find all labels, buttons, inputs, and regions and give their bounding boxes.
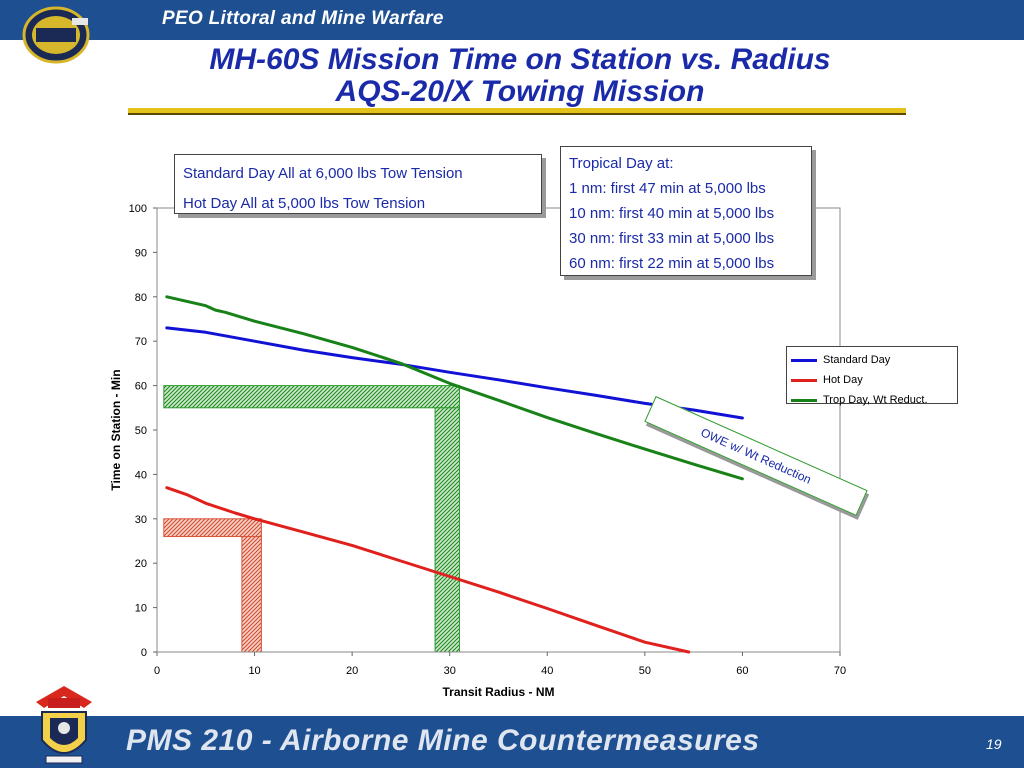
- note-box-tow-tension: Standard Day All at 6,000 lbs Tow Tensio…: [174, 154, 542, 214]
- legend-item-hot-day: Hot Day: [791, 370, 953, 390]
- y-tick-label: 0: [141, 647, 147, 659]
- note-tropical-heading: Tropical Day at:: [569, 155, 674, 172]
- y-axis-label: Time on Station - Min: [109, 369, 123, 490]
- hatched-region: [434, 407, 460, 653]
- x-tick-label: 10: [248, 665, 260, 677]
- y-tick-label: 30: [135, 514, 147, 526]
- y-tick-label: 10: [135, 603, 147, 615]
- x-tick-label: 0: [154, 665, 160, 677]
- x-tick-label: 70: [834, 665, 846, 677]
- note-box-tropical-day: Tropical Day at: 1 nm: first 47 min at 5…: [560, 146, 812, 276]
- chart: 0 10 20 30 40 50 60 70 80 90 100 0 10 20 30 40 50 60 70 Tr…: [109, 203, 846, 699]
- x-axis-label: Transit Radius - NM: [442, 685, 554, 699]
- chart-legend: Standard Day Hot Day Trop Day, Wt Reduct…: [786, 346, 958, 406]
- program-title: PMS 210 - Airborne Mine Countermeasures: [126, 724, 760, 757]
- x-tick-label: 60: [736, 665, 748, 677]
- y-tick-label: 100: [129, 203, 147, 215]
- hatched-region: [241, 536, 262, 653]
- legend-swatch: [791, 378, 817, 382]
- amcm-logo: [36, 686, 92, 764]
- legend-swatch: [791, 398, 817, 402]
- note-tropical-10nm: 10 nm: first 40 min at 5,000 lbs: [569, 205, 775, 222]
- series-line: [165, 295, 744, 481]
- title-underline: [128, 108, 906, 115]
- y-tick-label: 50: [135, 425, 147, 437]
- legend-label: Standard Day: [823, 354, 891, 366]
- legend-label: Trop Day, Wt Reduct.: [823, 394, 928, 406]
- series-line: [165, 326, 744, 420]
- note-standard-day: Standard Day All at 6,000 lbs Tow Tensio…: [183, 165, 463, 182]
- y-tick-label: 90: [135, 247, 147, 259]
- note-hot-day: Hot Day All at 5,000 lbs Tow Tension: [183, 195, 426, 212]
- series-line: [165, 486, 691, 654]
- bottom-banner: [0, 716, 1024, 768]
- x-tick-label: 20: [346, 665, 358, 677]
- page-title: MH-60S Mission Time on Station vs. Radiu…: [100, 44, 940, 108]
- top-banner: [0, 0, 1024, 40]
- hatched-region: [163, 385, 460, 409]
- y-tick-label: 20: [135, 558, 147, 570]
- note-tropical-1nm: 1 nm: first 47 min at 5,000 lbs: [569, 180, 766, 197]
- org-name: PEO Littoral and Mine Warfare: [162, 8, 444, 29]
- y-tick-label: 80: [135, 292, 147, 304]
- y-tick-label: 40: [135, 469, 147, 481]
- x-tick-label: 40: [541, 665, 553, 677]
- note-tropical-60nm: 60 nm: first 22 min at 5,000 lbs: [569, 255, 775, 272]
- y-tick-label: 70: [135, 336, 147, 348]
- y-tick-label: 60: [135, 381, 147, 393]
- legend-item-trop-day: Trop Day, Wt Reduct.: [791, 390, 953, 410]
- x-tick-label: 30: [444, 665, 456, 677]
- hatched-region: [163, 518, 262, 538]
- title-line-1: MH-60S Mission Time on Station vs. Radiu…: [209, 43, 831, 76]
- legend-label: Hot Day: [823, 374, 863, 386]
- note-tropical-30nm: 30 nm: first 33 min at 5,000 lbs: [569, 230, 775, 247]
- x-tick-label: 50: [639, 665, 651, 677]
- page-number: 19: [986, 736, 1002, 752]
- legend-swatch: [791, 358, 817, 362]
- peo-lmw-logo: [22, 6, 90, 64]
- title-line-2: AQS-20/X Towing Mission: [335, 75, 705, 108]
- legend-item-standard-day: Standard Day: [791, 350, 953, 370]
